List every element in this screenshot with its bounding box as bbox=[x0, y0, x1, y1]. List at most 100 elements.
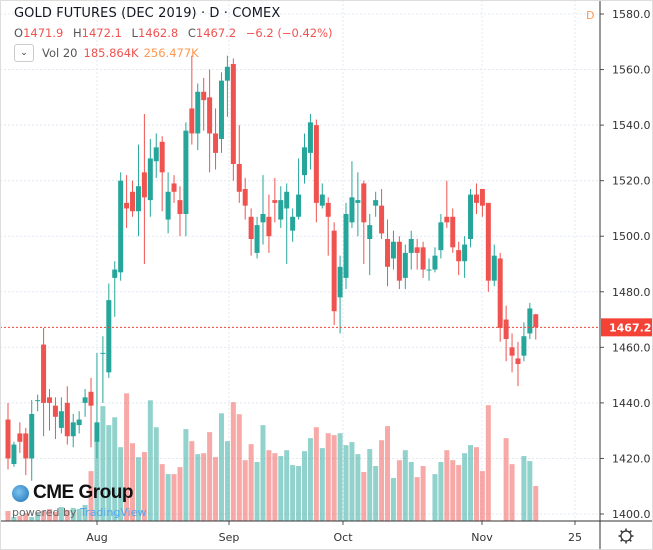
candle-body bbox=[527, 308, 533, 334]
volume-bar bbox=[444, 450, 450, 521]
candle-body bbox=[118, 180, 124, 273]
candle-body bbox=[112, 269, 118, 278]
volume-bar bbox=[509, 464, 515, 521]
open-label: O bbox=[14, 26, 24, 40]
candle-body bbox=[248, 216, 254, 239]
volume-bar bbox=[408, 462, 414, 521]
volume-bar bbox=[177, 467, 183, 521]
candle-body bbox=[236, 164, 242, 192]
volume-bar bbox=[165, 474, 171, 521]
volume-bar bbox=[343, 445, 349, 521]
volume-bar bbox=[195, 454, 201, 521]
last-price-badge bbox=[601, 318, 653, 337]
candle-body bbox=[195, 91, 201, 134]
volume-bar bbox=[171, 474, 177, 521]
volume-bar bbox=[414, 477, 420, 521]
powered-by[interactable]: powered by TradingView bbox=[12, 506, 146, 519]
candle-body bbox=[266, 216, 272, 237]
volume-bar bbox=[35, 513, 41, 521]
volume-bar bbox=[248, 444, 254, 521]
candle-body bbox=[94, 422, 100, 442]
candle-body bbox=[509, 347, 515, 356]
candle-body bbox=[444, 216, 450, 223]
volume-bar bbox=[11, 517, 17, 521]
volume-bar bbox=[100, 406, 106, 521]
candle-body bbox=[147, 158, 153, 201]
volume-bar bbox=[260, 425, 266, 521]
volume-bar bbox=[82, 504, 88, 521]
candle-body bbox=[64, 402, 70, 437]
volume-bar bbox=[23, 513, 29, 521]
volume-bar bbox=[207, 432, 213, 521]
y-tick-label: 1460.0 bbox=[612, 341, 651, 354]
last-price-label: 1467.2 bbox=[609, 321, 651, 334]
candle-body bbox=[171, 183, 177, 192]
volume-bar bbox=[70, 508, 76, 521]
candle-body bbox=[141, 172, 147, 198]
candle-body bbox=[159, 141, 165, 173]
volume-bar bbox=[432, 474, 438, 521]
volume-bar bbox=[88, 471, 94, 521]
volume-bar bbox=[218, 413, 224, 521]
volume-bar bbox=[396, 460, 402, 521]
x-tick-label: Aug bbox=[86, 531, 107, 544]
volume-bar bbox=[213, 457, 219, 521]
candle-body bbox=[355, 200, 361, 203]
volume-bar bbox=[450, 460, 456, 521]
candle-body bbox=[278, 200, 284, 220]
volume-bar bbox=[254, 462, 260, 521]
candle-body bbox=[462, 244, 468, 262]
volume-bar bbox=[361, 472, 367, 521]
symbol-title: GOLD FUTURES (DEC 2019) · D · COMEX bbox=[14, 6, 281, 21]
change-value: −6.2 (−0.42%) bbox=[245, 26, 333, 40]
volume-bar bbox=[236, 414, 242, 521]
chart-legend: GOLD FUTURES (DEC 2019) · D · COMEX O147… bbox=[14, 6, 339, 62]
candle-body bbox=[307, 122, 313, 153]
volume-bar bbox=[5, 511, 11, 521]
volume-bar bbox=[147, 400, 153, 521]
candle-body bbox=[426, 269, 432, 271]
collapse-legend-button[interactable]: ⌄ bbox=[14, 44, 34, 62]
logo-name: CME Group bbox=[33, 482, 134, 503]
volume-bar bbox=[17, 516, 23, 521]
high-value: 1472.1 bbox=[81, 26, 122, 40]
y-tick-label: 1480.0 bbox=[612, 286, 651, 299]
gear-icon[interactable] bbox=[618, 528, 634, 544]
candle-body bbox=[296, 194, 302, 217]
volume-bar bbox=[47, 508, 53, 521]
candle-body bbox=[47, 397, 53, 403]
volume-bar bbox=[266, 450, 272, 521]
volume-bar bbox=[503, 438, 509, 521]
volume-bar bbox=[325, 433, 331, 521]
candle-body bbox=[23, 433, 29, 459]
y-tick-label: 1500.0 bbox=[612, 230, 651, 243]
volume-bar bbox=[290, 465, 296, 521]
candle-body bbox=[396, 241, 402, 281]
y-tick-label: 1580.0 bbox=[612, 8, 651, 21]
volume-bar bbox=[319, 448, 325, 521]
volume-bar bbox=[385, 426, 391, 521]
volume-bar bbox=[349, 442, 355, 521]
y-tick-label: 1440.0 bbox=[612, 397, 651, 410]
candle-body bbox=[479, 189, 485, 206]
ohlc-readout: O1471.9 H1472.1 L1462.8 C1467.2 −6.2 (−0… bbox=[14, 26, 339, 40]
globe-icon bbox=[12, 484, 29, 502]
candle-body bbox=[349, 197, 355, 223]
candle-body bbox=[473, 194, 479, 203]
open-value: 1471.9 bbox=[23, 26, 64, 40]
volume-bar bbox=[390, 478, 396, 521]
candle-body bbox=[11, 444, 17, 464]
tradingview-link[interactable]: TradingView bbox=[80, 506, 147, 519]
candle-body bbox=[230, 64, 236, 164]
close-value: 1467.2 bbox=[195, 26, 237, 40]
y-tick-label: 1540.0 bbox=[612, 119, 651, 132]
candle-body bbox=[485, 202, 491, 281]
volume-bar bbox=[135, 457, 141, 521]
candle-body bbox=[302, 147, 307, 176]
volume-bar bbox=[473, 447, 479, 521]
candle-body bbox=[124, 202, 130, 209]
candle-body bbox=[521, 336, 527, 356]
candle-body bbox=[207, 97, 213, 134]
chevron-down-icon: ⌄ bbox=[20, 48, 28, 58]
